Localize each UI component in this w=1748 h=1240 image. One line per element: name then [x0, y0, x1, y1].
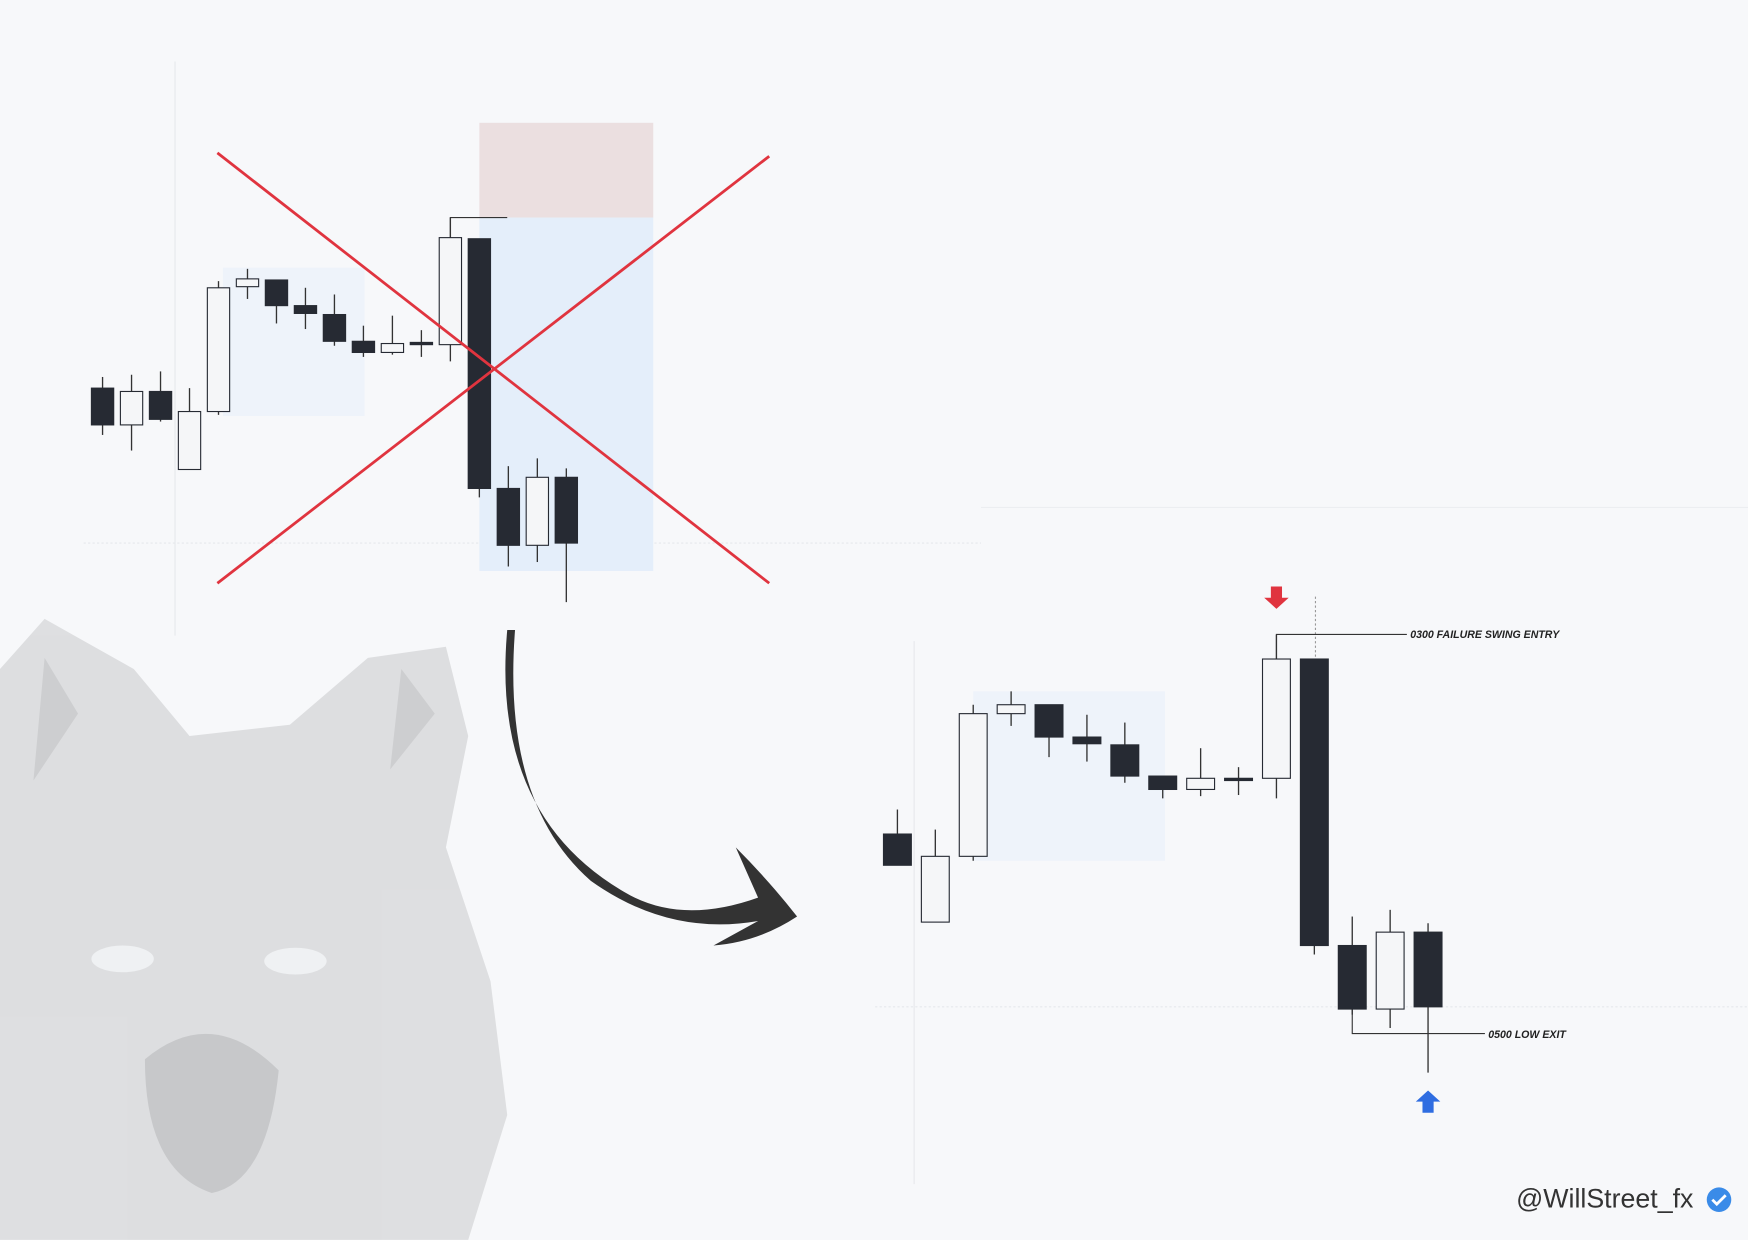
candle-body	[409, 341, 434, 346]
exit-line	[1351, 1009, 1485, 1035]
candle-body	[90, 387, 115, 426]
candle-body	[467, 238, 492, 490]
exit-label: 0500 LOW EXIT	[1488, 1029, 1567, 1041]
candle-body	[177, 410, 202, 471]
candle-body	[235, 278, 260, 288]
entry-label: 0300 FAILURE SWING ENTRY	[1410, 629, 1560, 641]
author-handle: @WillStreet_fx	[1516, 1183, 1694, 1213]
candle-body	[1261, 658, 1291, 779]
candle-body	[996, 704, 1026, 715]
candle-body	[1072, 736, 1102, 745]
candle-body	[1148, 775, 1178, 791]
sell-arrow	[1264, 586, 1289, 609]
candle-body	[322, 313, 347, 342]
candle-body	[1110, 744, 1140, 777]
candle-body	[351, 340, 376, 354]
verified-badge	[1706, 1187, 1732, 1212]
candle-body	[525, 476, 550, 546]
candle-body	[264, 279, 289, 307]
candle-body	[920, 855, 950, 923]
verified-check	[1711, 1194, 1727, 1207]
candle-body	[119, 390, 144, 426]
candle-body	[1299, 658, 1329, 947]
stop-box	[479, 122, 654, 218]
candle-body	[206, 287, 231, 413]
candle-body	[882, 833, 912, 866]
candle-body	[1224, 777, 1254, 782]
candle-body	[958, 713, 988, 857]
right-chart: 0300 FAILURE SWING ENTRY 0500 LOW EXIT	[875, 506, 1748, 1185]
candle-body	[1186, 777, 1216, 791]
candle-body	[554, 476, 579, 544]
buy-arrow	[1415, 1090, 1441, 1113]
transition-arrow	[505, 630, 798, 946]
candle-body	[293, 305, 318, 314]
wolf-illustration	[0, 618, 508, 1240]
candle-body	[148, 390, 173, 420]
candle-body	[496, 487, 521, 546]
candle-body	[380, 342, 405, 354]
left-chart	[83, 61, 982, 636]
candle-body	[1337, 944, 1367, 1010]
candle-body	[1375, 931, 1405, 1010]
candle-body	[438, 237, 463, 346]
candle-body	[1413, 931, 1443, 1008]
cross-line	[216, 155, 771, 585]
candle-body	[1034, 704, 1064, 738]
